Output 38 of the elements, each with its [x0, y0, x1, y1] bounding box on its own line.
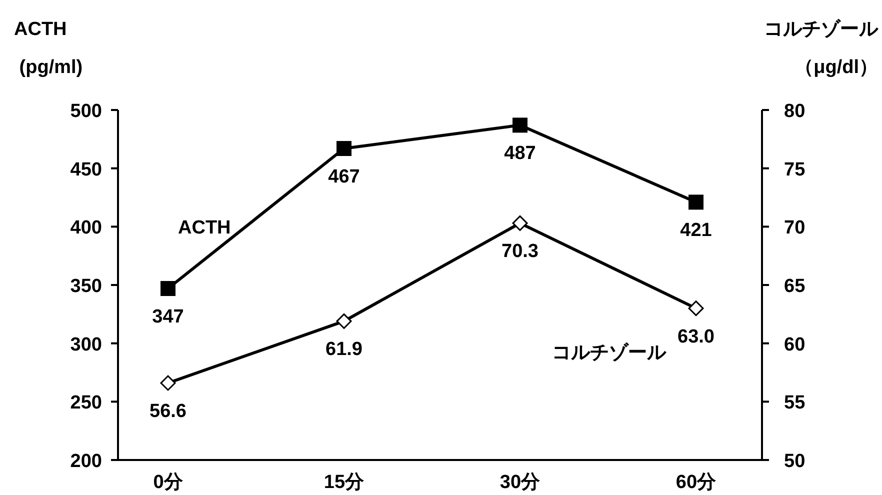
y-tick-label: 350 — [70, 276, 102, 297]
x-tick-label: 60分 — [676, 472, 718, 493]
y-tick-label: 200 — [70, 451, 102, 472]
point — [512, 215, 528, 231]
x-tick-label: 0分 — [153, 472, 184, 493]
point — [160, 281, 176, 296]
x-tick-label: 15分 — [324, 472, 366, 493]
y2-tick-label: 80 — [784, 101, 806, 122]
y-tick-label: 500 — [70, 101, 102, 122]
data-label: 421 — [680, 220, 712, 242]
x-tick-label: 30分 — [500, 472, 542, 493]
text: コルチゾール — [552, 341, 667, 364]
y2-axis-title: コルチゾール（μg/dl） — [764, 18, 879, 78]
point — [688, 300, 704, 316]
data-label: 56.6 — [150, 401, 186, 422]
y-tick-label: 250 — [70, 392, 102, 414]
point — [160, 375, 176, 391]
y-axis-title: ACTH (pg/ml) — [14, 19, 83, 78]
data-label: 347 — [152, 306, 184, 328]
y2-tick-label: 55 — [784, 392, 806, 414]
data-label: 487 — [504, 143, 536, 164]
y-tick-label: 300 — [70, 334, 102, 356]
y2-tick-label: 60 — [784, 334, 806, 356]
data-label: 63.0 — [678, 326, 714, 348]
data-label: 61.9 — [326, 339, 362, 360]
series-label: ACTH — [178, 218, 231, 238]
y2-tick-label: 75 — [784, 159, 806, 180]
y-tick-label: 450 — [70, 159, 102, 180]
point — [688, 194, 704, 210]
y2-tick-label: 70 — [784, 218, 806, 239]
data-label: 467 — [328, 166, 360, 188]
data-label: 70.3 — [502, 241, 538, 262]
y2-tick-label: 65 — [784, 276, 806, 297]
point — [336, 141, 352, 156]
point — [336, 313, 352, 329]
y2-tick-label: 50 — [784, 451, 806, 472]
point — [512, 118, 528, 133]
y-tick-label: 400 — [70, 218, 102, 239]
